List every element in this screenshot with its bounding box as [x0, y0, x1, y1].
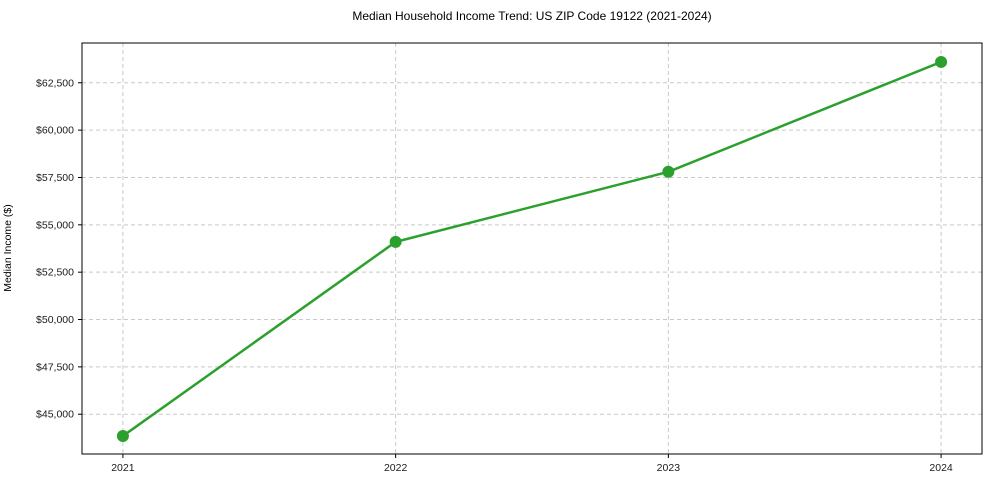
y-tick-label: $47,500 [36, 361, 74, 373]
y-tick-label: $55,000 [36, 219, 74, 231]
x-tick-label: 2024 [929, 462, 953, 474]
y-tick-label: $57,500 [36, 172, 74, 184]
data-point [389, 235, 402, 248]
data-point [116, 430, 129, 443]
x-tick-label: 2022 [384, 462, 408, 474]
data-point [662, 165, 675, 178]
y-tick-label: $60,000 [36, 125, 74, 137]
y-tick-label: $62,500 [36, 77, 74, 89]
y-tick-label: $45,000 [36, 409, 74, 421]
plot-border [81, 42, 983, 455]
y-tick-label: $50,000 [36, 314, 74, 326]
trend-line [122, 60, 942, 438]
data-point [935, 55, 948, 68]
x-tick-label: 2021 [111, 462, 135, 474]
x-tick-label: 2023 [657, 462, 681, 474]
y-tick-label: $52,500 [36, 267, 74, 279]
chart-title: Median Household Income Trend: US ZIP Co… [352, 9, 712, 23]
